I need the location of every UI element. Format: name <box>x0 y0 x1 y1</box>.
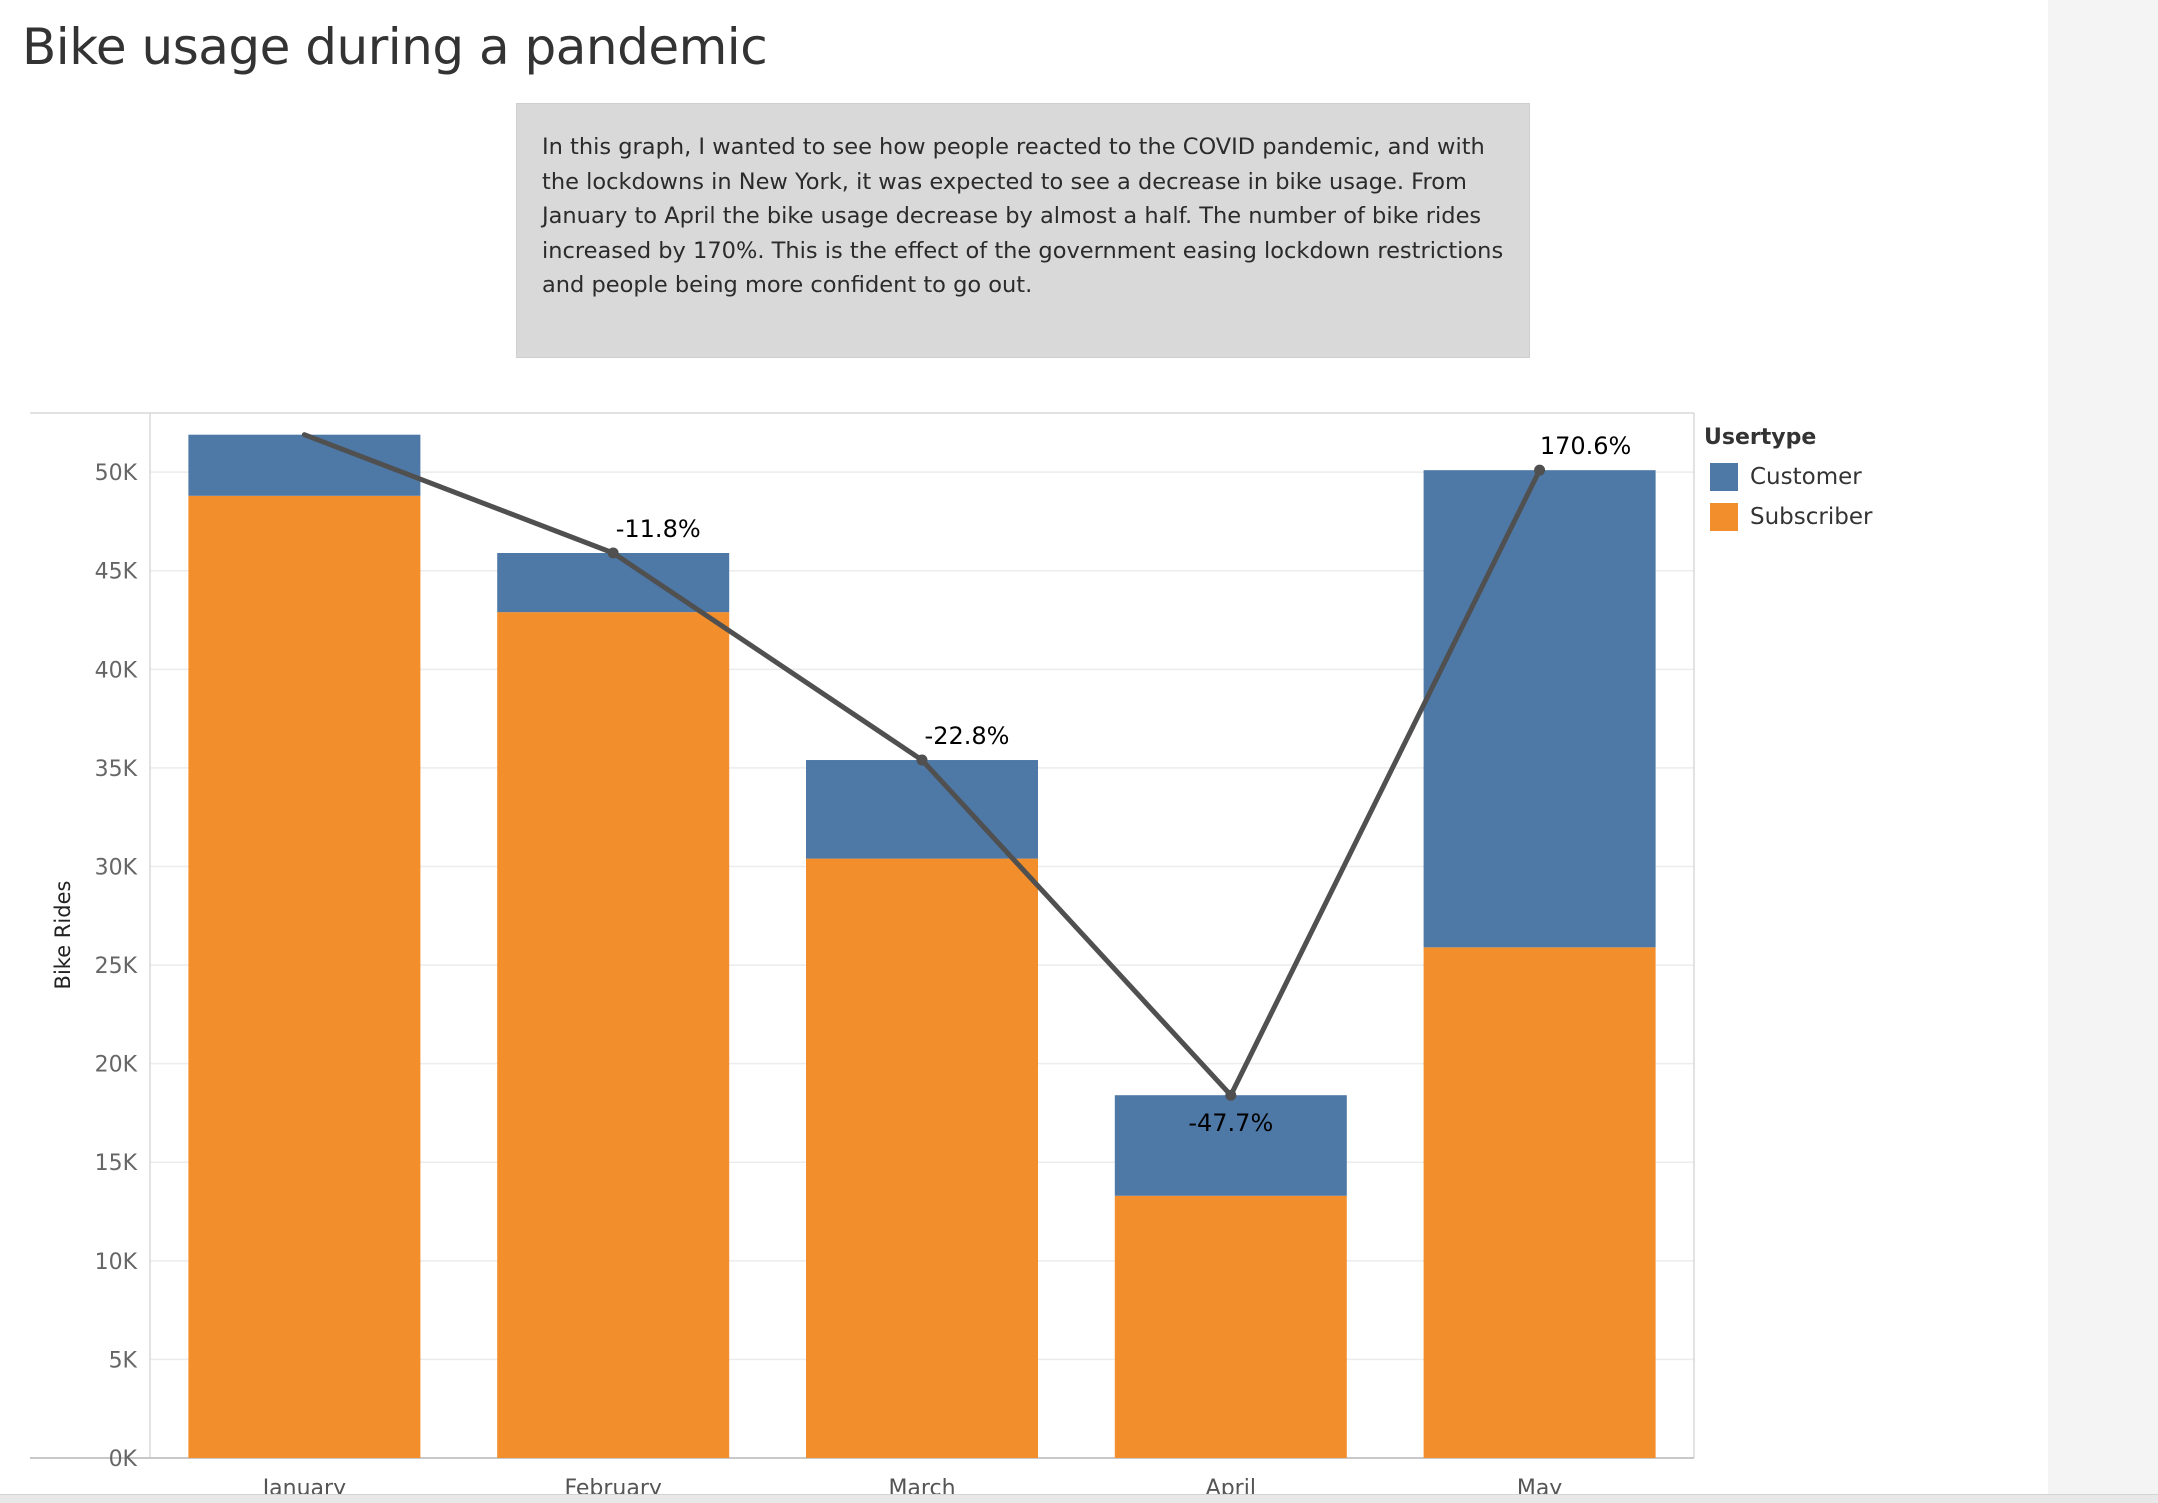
legend-item-customer[interactable]: Customer <box>1710 463 1862 493</box>
bar-subscriber-may[interactable] <box>1423 947 1656 1458</box>
bar-customer-april[interactable] <box>1114 1095 1347 1196</box>
trend-line[interactable] <box>301 432 1546 1101</box>
pct-change-label: 170.6% <box>1540 432 1632 460</box>
y-tick-label: 30K <box>95 855 138 880</box>
bar-subscriber-january[interactable] <box>188 495 421 1459</box>
y-tick-label: 15K <box>95 1151 138 1176</box>
trend-point[interactable] <box>607 547 619 559</box>
legend-swatch-customer <box>1710 463 1738 491</box>
data-labels: -11.8% -22.8% -47.7% 170.6% <box>616 432 1632 1137</box>
bars[interactable] <box>188 434 1656 1459</box>
y-tick-label: 45K <box>95 560 138 585</box>
pct-change-label: -11.8% <box>616 515 701 543</box>
pct-change-label: -22.8% <box>925 722 1010 750</box>
bike-rides-chart[interactable]: -11.8% -22.8% -47.7% 170.6% 0K 5K 10K 15K 20K 25… <box>0 0 2048 1502</box>
bar-customer-february[interactable] <box>497 552 730 613</box>
right-gutter <box>2048 0 2158 1502</box>
y-tick-label: 20K <box>95 1053 138 1078</box>
bottom-strip <box>0 1494 2158 1503</box>
pct-change-label: -47.7% <box>1188 1109 1273 1137</box>
bar-customer-may[interactable] <box>1423 470 1656 948</box>
bar-subscriber-february[interactable] <box>497 612 730 1458</box>
y-tick-label: 5K <box>109 1348 138 1373</box>
bar-subscriber-april[interactable] <box>1114 1195 1347 1458</box>
annotation-text: In this graph, I wanted to see how peopl… <box>542 134 1504 298</box>
legend-swatch-subscriber <box>1710 503 1738 531</box>
y-tick-label: 50K <box>95 461 138 486</box>
y-tick-label: 10K <box>95 1250 138 1275</box>
dashboard-title: Bike usage during a pandemic <box>22 18 768 76</box>
y-tick-label: 40K <box>95 658 138 683</box>
legend-label-customer: Customer <box>1750 464 1862 490</box>
bar-customer-march[interactable] <box>806 760 1038 859</box>
trend-point[interactable] <box>1225 1089 1237 1101</box>
trend-point[interactable] <box>916 754 928 766</box>
y-axis-title: Bike Rides <box>51 881 75 990</box>
dashboard: Bike usage during a pandemic In this gra… <box>0 0 2048 1502</box>
legend-item-subscriber[interactable]: Subscriber <box>1710 503 1872 533</box>
legend-label-subscriber: Subscriber <box>1750 504 1873 530</box>
y-tick-label: 25K <box>95 954 138 979</box>
annotation-box: In this graph, I wanted to see how peopl… <box>516 103 1530 358</box>
bar-subscriber-march[interactable] <box>806 858 1038 1458</box>
legend-title: Usertype <box>1704 425 1817 450</box>
y-tick-label: 35K <box>95 757 138 782</box>
trend-point[interactable] <box>1534 464 1546 476</box>
y-tick-label: 0K <box>109 1447 138 1472</box>
